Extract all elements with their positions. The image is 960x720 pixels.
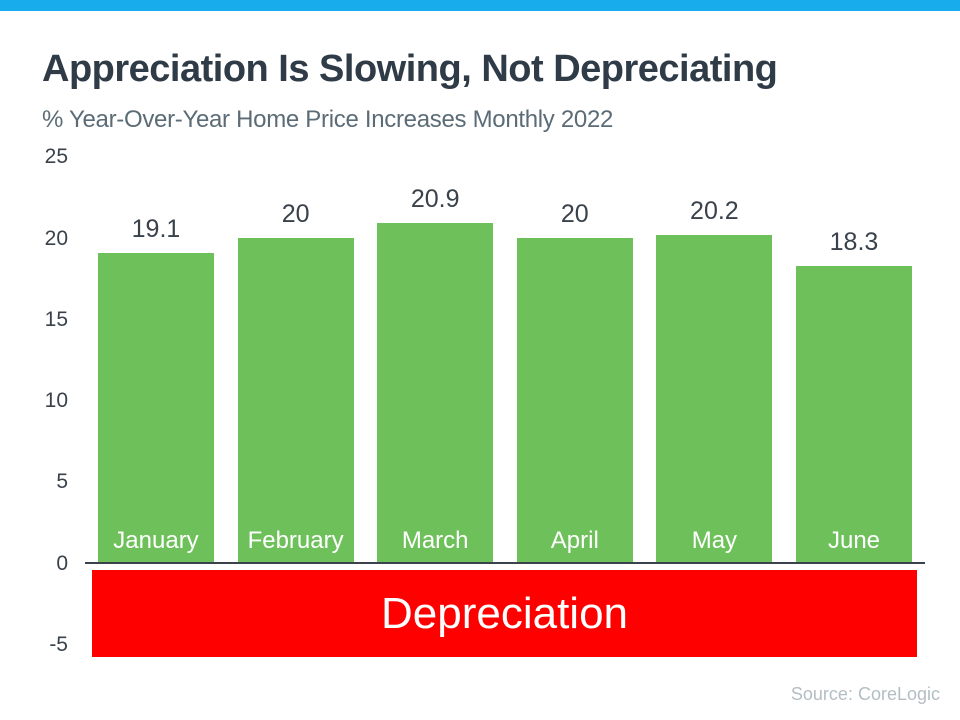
bar-value-label: 20.2 xyxy=(690,196,739,225)
bar-category-label: May xyxy=(691,527,738,554)
bar-value-label: 20 xyxy=(281,200,310,228)
y-axis-tick-5: 5 xyxy=(56,470,68,494)
bar-value-label: 19.1 xyxy=(131,214,181,243)
bar-category-label: June xyxy=(827,527,881,554)
y-axis-tick--5: -5 xyxy=(49,632,68,656)
x-axis-zero-line xyxy=(85,562,925,564)
y-axis-tick-15: 15 xyxy=(44,307,68,331)
page-title: Appreciation Is Slowing, Not Depreciatin… xyxy=(42,48,778,90)
bar-value-label: 18.3 xyxy=(829,227,879,256)
bar-value-label: 20 xyxy=(560,200,589,228)
source-attribution: Source: CoreLogic xyxy=(790,684,940,704)
bar-april: April xyxy=(516,238,633,563)
bar-march: March xyxy=(377,223,494,563)
bar-february: February xyxy=(237,238,354,563)
chart-subtitle: % Year-Over-Year Home Price Increases Mo… xyxy=(42,106,614,133)
y-axis-tick-20: 20 xyxy=(44,226,68,250)
top-accent-strip xyxy=(0,0,960,11)
depreciation-band-label: Depreciation xyxy=(380,588,629,638)
bar-january: January xyxy=(98,252,214,563)
y-axis-tick-10: 10 xyxy=(44,389,68,412)
y-axis-tick-0: 0 xyxy=(56,551,68,575)
bar-category-label: January xyxy=(113,527,199,554)
bar-june: June xyxy=(796,265,912,563)
bar-category-label: March xyxy=(401,527,469,554)
bar-category-label: April xyxy=(550,527,599,554)
depreciation-band: Depreciation xyxy=(92,570,917,657)
bar-category-label: February xyxy=(247,527,344,554)
bar-may: May xyxy=(656,234,773,563)
bar-value-label: 20.9 xyxy=(410,185,460,214)
y-axis-tick-25: 25 xyxy=(44,145,68,169)
